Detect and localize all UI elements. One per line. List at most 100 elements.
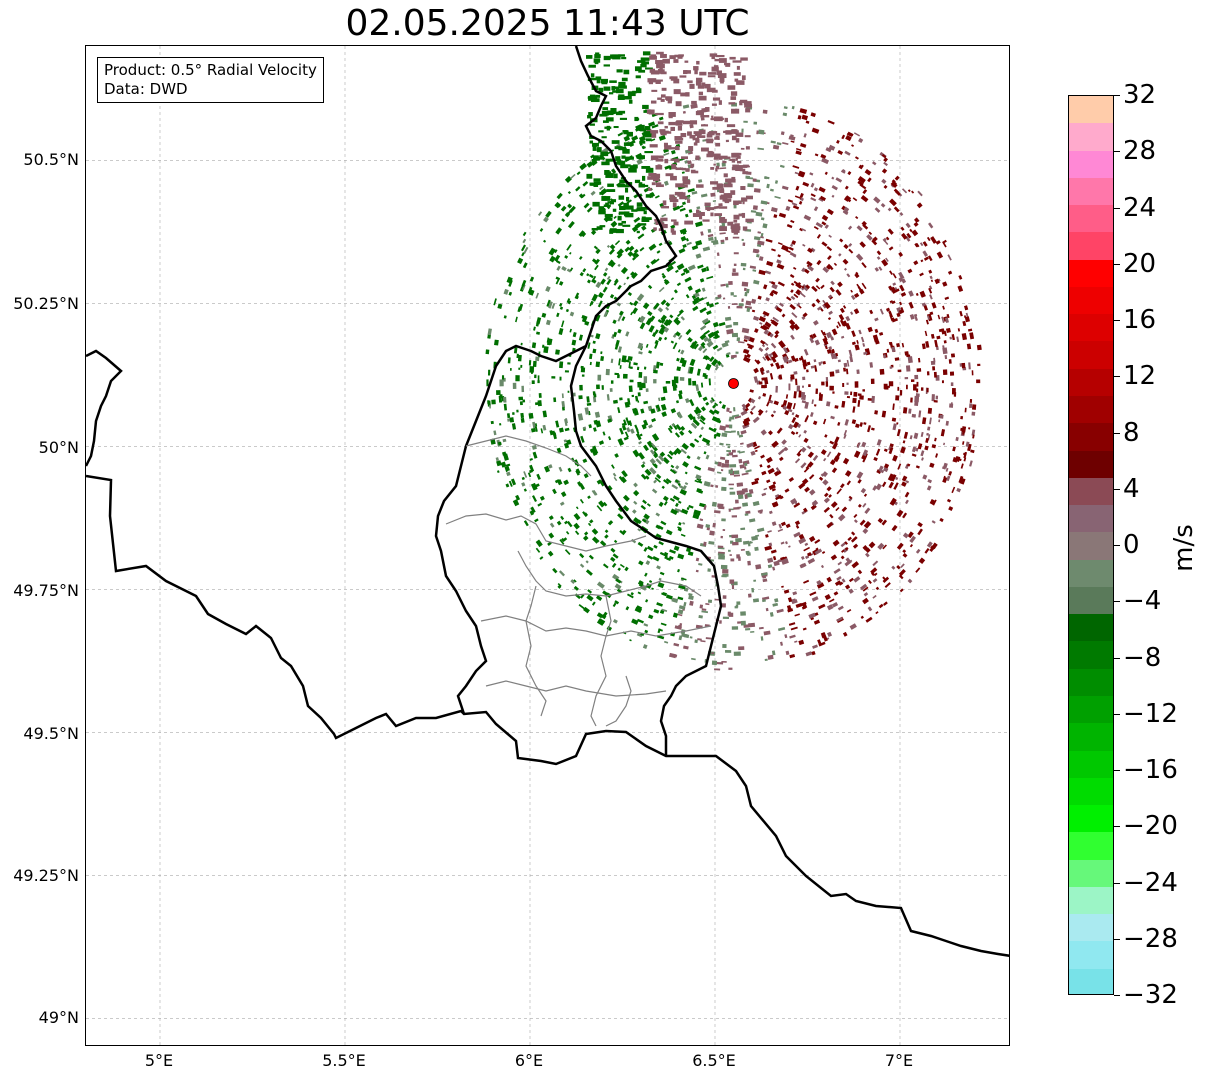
echo-pixel bbox=[600, 351, 603, 355]
echo-pixel bbox=[712, 427, 717, 433]
echo-pixel bbox=[626, 131, 633, 137]
echo-pixel bbox=[559, 302, 563, 307]
echo-pixel bbox=[757, 231, 762, 234]
echo-pixel bbox=[899, 301, 903, 306]
echo-pixel bbox=[733, 152, 742, 156]
colorbar-tick-label: −32 bbox=[1123, 980, 1178, 1010]
echo-pixel bbox=[643, 444, 649, 452]
echo-pixel bbox=[837, 605, 844, 611]
echo-pixel bbox=[541, 312, 547, 318]
echo-pixel bbox=[587, 522, 592, 527]
echo-pixel bbox=[893, 318, 898, 322]
echo-pixel bbox=[950, 402, 953, 407]
echo-pixel bbox=[523, 520, 529, 527]
echo-pixel bbox=[902, 532, 909, 539]
echo-pixel bbox=[699, 518, 704, 522]
echo-pixel bbox=[917, 190, 923, 197]
echo-pixel bbox=[623, 69, 630, 75]
echo-pixel bbox=[876, 250, 882, 256]
echo-pixel bbox=[736, 431, 740, 436]
lat-tick: 50.5°N bbox=[23, 150, 79, 169]
echo-pixel bbox=[842, 383, 845, 387]
echo-pixel bbox=[821, 214, 829, 221]
echo-pixel bbox=[678, 635, 683, 641]
echo-pixel bbox=[696, 455, 701, 461]
echo-pixel bbox=[834, 580, 842, 587]
colorbar-segment bbox=[1069, 696, 1113, 724]
echo-pixel bbox=[745, 218, 754, 223]
echo-pixel bbox=[811, 499, 819, 507]
echo-pixel bbox=[794, 195, 802, 200]
echo-pixel bbox=[826, 451, 832, 458]
echo-pixel bbox=[873, 196, 881, 204]
echo-pixel bbox=[637, 233, 645, 240]
echo-pixel bbox=[695, 80, 701, 86]
echo-pixel bbox=[909, 228, 913, 233]
echo-pixel bbox=[816, 582, 825, 589]
echo-pixel bbox=[821, 381, 825, 386]
echo-pixel bbox=[955, 436, 959, 442]
echo-pixel bbox=[691, 294, 696, 300]
echo-pixel bbox=[669, 549, 676, 554]
colorbar-unit-label: m/s bbox=[1169, 524, 1199, 572]
echo-pixel bbox=[629, 366, 633, 370]
echo-pixel bbox=[762, 599, 766, 603]
echo-pixel bbox=[899, 588, 904, 593]
map-area[interactable] bbox=[85, 45, 1010, 1046]
echo-pixel bbox=[647, 78, 657, 83]
echo-pixel bbox=[719, 425, 727, 431]
echo-pixel bbox=[776, 259, 782, 265]
echo-pixel bbox=[935, 453, 939, 458]
echo-pixel bbox=[539, 556, 544, 560]
echo-pixel bbox=[680, 316, 685, 321]
echo-pixel bbox=[659, 571, 665, 576]
echo-pixel bbox=[657, 68, 662, 74]
echo-pixel bbox=[621, 316, 626, 322]
echo-pixel bbox=[636, 293, 645, 302]
echo-pixel bbox=[790, 626, 798, 631]
echo-pixel bbox=[772, 410, 777, 414]
echo-pixel bbox=[946, 313, 950, 319]
echo-pixel bbox=[916, 381, 919, 387]
echo-pixel bbox=[760, 429, 767, 436]
echo-pixel bbox=[733, 263, 737, 266]
echo-pixel bbox=[564, 418, 568, 427]
echo-pixel bbox=[652, 177, 660, 182]
echo-pixel bbox=[648, 325, 655, 333]
echo-pixel bbox=[909, 535, 916, 544]
echo-pixel bbox=[619, 530, 625, 536]
echo-pixel bbox=[746, 442, 754, 448]
admin-border bbox=[590, 595, 612, 727]
echo-pixel bbox=[686, 455, 691, 460]
echo-pixel bbox=[611, 562, 617, 568]
echo-pixel bbox=[875, 611, 879, 615]
echo-pixel bbox=[696, 368, 701, 376]
echo-pixel bbox=[712, 404, 717, 409]
tick-mark bbox=[1114, 657, 1120, 659]
echo-pixel bbox=[658, 242, 663, 247]
echo-pixel bbox=[772, 144, 780, 150]
echo-pixel bbox=[614, 453, 619, 458]
echo-pixel bbox=[717, 545, 724, 549]
echo-pixel bbox=[790, 219, 795, 224]
echo-pixel bbox=[670, 149, 676, 155]
echo-pixel bbox=[579, 563, 585, 568]
echo-pixel bbox=[792, 165, 800, 169]
echo-pixel bbox=[771, 248, 776, 252]
echo-pixel bbox=[788, 319, 796, 326]
echo-pixel bbox=[904, 491, 910, 498]
echo-pixel bbox=[490, 420, 494, 425]
echo-pixel bbox=[793, 371, 798, 375]
echo-pixel bbox=[735, 138, 740, 143]
echo-pixel bbox=[659, 130, 669, 133]
echo-pixel bbox=[787, 423, 794, 430]
echo-pixel bbox=[675, 502, 679, 507]
echo-pixel bbox=[768, 353, 773, 359]
echo-pixel bbox=[879, 368, 885, 375]
echo-pixel bbox=[580, 435, 585, 443]
echo-pixel bbox=[559, 306, 564, 310]
echo-pixel bbox=[536, 473, 541, 480]
echo-pixel bbox=[701, 610, 709, 614]
echo-pixel bbox=[736, 482, 744, 487]
echo-pixel bbox=[696, 523, 704, 529]
